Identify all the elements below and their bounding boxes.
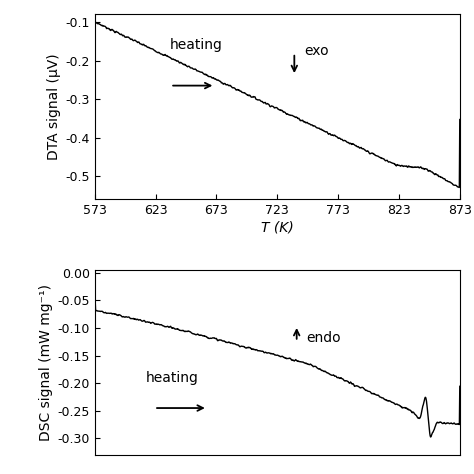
X-axis label: T (K): T (K) bbox=[261, 220, 294, 234]
Text: heating: heating bbox=[146, 371, 199, 385]
Y-axis label: DSC signal (mW mg⁻¹): DSC signal (mW mg⁻¹) bbox=[39, 284, 53, 441]
Text: endo: endo bbox=[306, 331, 340, 345]
Text: heating: heating bbox=[170, 38, 223, 52]
Text: exo: exo bbox=[304, 44, 328, 58]
Y-axis label: DTA signal (μV): DTA signal (μV) bbox=[47, 54, 61, 160]
